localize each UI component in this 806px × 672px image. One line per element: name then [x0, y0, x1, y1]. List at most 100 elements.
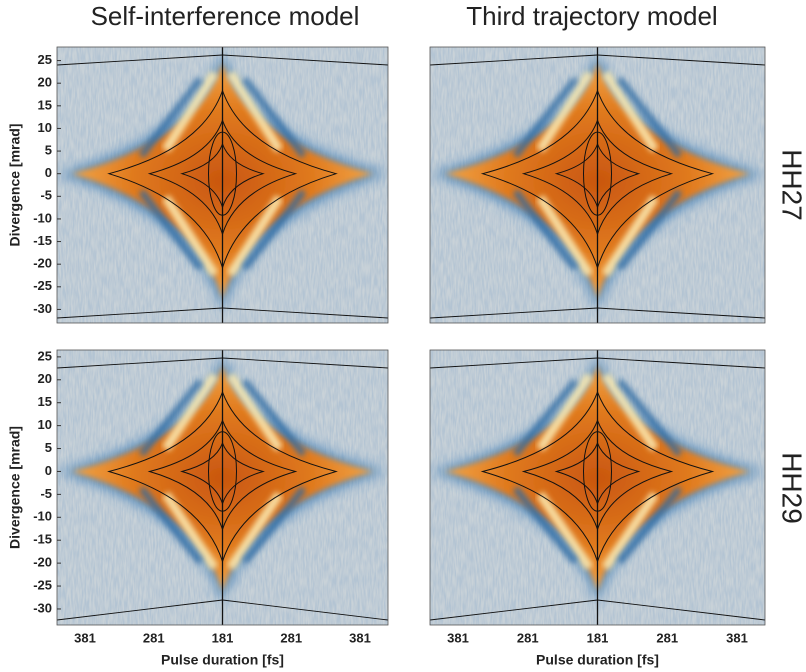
y-tick-label: 20: [38, 371, 52, 386]
streak: [512, 378, 579, 457]
heatmap: [57, 350, 388, 625]
y-tick-label: -10: [33, 210, 52, 225]
x-axis-label: Pulse duration [fs]: [536, 652, 659, 668]
contour: [147, 418, 298, 531]
y-tick-label: -25: [33, 278, 52, 293]
streak: [536, 194, 594, 278]
trace: [430, 307, 598, 319]
heatmap: [430, 47, 765, 323]
trace: [597, 599, 765, 621]
contour: [208, 131, 237, 216]
frame: [429, 349, 766, 626]
y-tick-label: 15: [38, 97, 52, 112]
streak: [138, 486, 204, 565]
streak: [241, 76, 307, 159]
contour: [480, 390, 715, 564]
trace: [222, 307, 388, 319]
contour: [583, 131, 612, 216]
y-tick-label: 5: [45, 440, 52, 455]
x-tick-label: 381: [726, 630, 748, 645]
streak: [536, 70, 594, 153]
contour: [107, 89, 338, 270]
y-axis-label: Divergence [mrad]: [7, 426, 23, 549]
heatmap: [57, 47, 388, 323]
trace: [222, 599, 388, 621]
trace: [57, 599, 223, 621]
y-tick-label: 5: [45, 143, 52, 158]
x-axis-label: Pulse duration [fs]: [161, 652, 284, 668]
y-tick-label: 15: [38, 394, 52, 409]
y-tick-label: -10: [33, 509, 52, 524]
x-tick-label: 181: [212, 630, 234, 645]
y-tick-label: 25: [38, 52, 52, 67]
trace: [597, 307, 765, 319]
column-title: Third trajectory model: [466, 1, 717, 31]
y-tick-label: -5: [40, 188, 52, 203]
trace: [57, 54, 223, 66]
streak: [161, 372, 219, 452]
contour: [208, 431, 237, 512]
streak: [161, 195, 219, 277]
contour: [180, 142, 265, 209]
trace: [57, 307, 223, 319]
heatmap: [430, 350, 765, 625]
y-tick-label: -30: [33, 600, 52, 615]
trace: [430, 54, 598, 66]
contour: [180, 441, 265, 506]
streak: [241, 378, 307, 457]
contour: [583, 431, 612, 512]
trace: [430, 357, 598, 369]
streak: [138, 76, 204, 159]
streak: [512, 76, 579, 159]
streak: [241, 189, 307, 271]
y-tick-label: -30: [33, 301, 52, 316]
x-tick-label: 281: [143, 630, 165, 645]
y-tick-label: -15: [33, 532, 52, 547]
contour: [554, 142, 641, 209]
y-axis-label: Divergence [mrad]: [7, 124, 23, 247]
y-tick-label: 0: [45, 463, 52, 478]
trace: [430, 599, 598, 621]
frame: [429, 46, 766, 324]
streak: [616, 189, 683, 271]
streak: [616, 378, 683, 457]
x-tick-label: 181: [587, 630, 609, 645]
streak: [512, 486, 579, 565]
streak: [536, 372, 594, 452]
streak: [616, 486, 683, 565]
y-tick-label: -20: [33, 555, 52, 570]
streak: [241, 486, 307, 565]
x-tick-label: 281: [280, 630, 302, 645]
x-tick-label: 381: [74, 630, 96, 645]
streak: [138, 189, 204, 271]
contour: [521, 418, 674, 531]
contour: [521, 118, 674, 236]
x-tick-label: 381: [349, 630, 371, 645]
y-tick-label: -20: [33, 256, 52, 271]
trace: [597, 54, 765, 66]
y-tick-label: -15: [33, 233, 52, 248]
trace: [222, 357, 388, 369]
streak: [616, 76, 683, 159]
x-tick-label: 281: [517, 630, 539, 645]
y-tick-label: -25: [33, 577, 52, 592]
streak: [226, 372, 284, 452]
streak: [161, 70, 219, 153]
trace: [222, 54, 388, 66]
frame: [56, 349, 389, 626]
y-tick-label: 20: [38, 75, 52, 90]
streak: [226, 70, 284, 153]
streak: [601, 70, 659, 153]
frame: [56, 46, 389, 324]
streak: [601, 491, 659, 571]
trace: [57, 357, 223, 369]
streak: [601, 372, 659, 452]
streak: [138, 378, 204, 457]
column-title: Self-interference model: [91, 1, 360, 31]
streak: [226, 491, 284, 571]
x-tick-label: 381: [447, 630, 469, 645]
row-label: HH29: [777, 452, 806, 524]
row-label: HH27: [777, 149, 806, 221]
streak: [161, 491, 219, 571]
